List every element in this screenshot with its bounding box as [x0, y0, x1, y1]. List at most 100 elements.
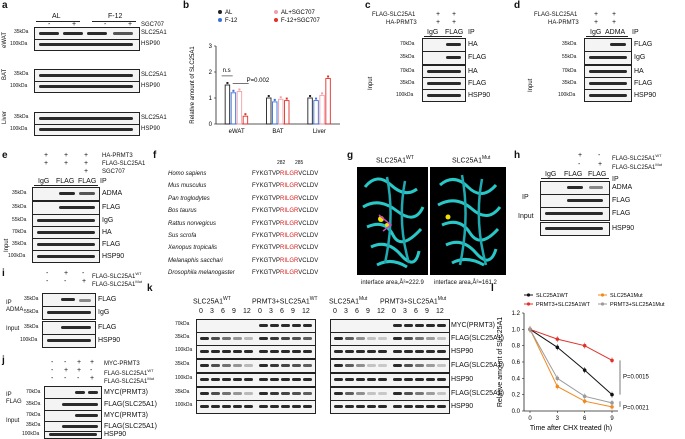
sign: +	[612, 19, 617, 26]
sequence: FYKGTVPRILGRVCLDV	[252, 183, 318, 189]
band	[292, 337, 301, 340]
time-label: 12	[377, 308, 385, 315]
sequence-pre: FYKGTVP	[252, 195, 281, 202]
sequence-post: VCLDV	[298, 257, 319, 264]
bar	[236, 91, 243, 125]
band	[404, 324, 413, 327]
band	[281, 324, 290, 327]
blot-k-row	[196, 400, 316, 414]
band	[367, 405, 376, 408]
band	[367, 364, 376, 367]
bar	[278, 98, 284, 125]
band	[378, 378, 387, 381]
row-top: FLAG-SLC25A1	[534, 12, 578, 18]
kda: 55kDa	[12, 217, 27, 223]
protein-structure-wt	[357, 167, 428, 275]
band	[211, 350, 220, 353]
blot-k-row	[196, 319, 316, 333]
species-label: Melanaphis sacchari	[168, 257, 223, 264]
position-label: 285	[295, 160, 304, 166]
sequence-motif: RILGR	[280, 171, 299, 177]
y-tick-label: 1.0	[512, 327, 521, 333]
blot-label: FLAG	[468, 54, 487, 61]
time-label: 0	[333, 308, 337, 315]
row-top: FLAG-SLC25A1Mut	[92, 279, 143, 289]
blot-label: HSP90	[98, 337, 121, 344]
band	[200, 337, 209, 340]
panel-a-label: a	[2, 0, 8, 11]
row-label: SLC25A1	[141, 72, 167, 78]
blot-label: FLAG	[98, 324, 117, 331]
band	[222, 337, 231, 340]
input-side-label: Input	[6, 418, 20, 424]
band	[426, 405, 435, 408]
data-point	[610, 401, 614, 405]
legend-label: SLC25A1WT	[536, 293, 569, 299]
sign: +	[594, 11, 599, 18]
bar	[272, 101, 278, 125]
x-axis-label: Time after CHX treated (h)	[530, 425, 612, 432]
panel-g-label: g	[347, 150, 354, 161]
sequence: FYKGTVPRILGRVCLDV	[252, 270, 318, 276]
legend-label: PRMT3+SLC25A1Mut	[610, 302, 665, 308]
sign: -	[46, 270, 49, 277]
ip-lane: IgG	[545, 171, 557, 178]
band	[367, 350, 376, 353]
time-label: 12	[302, 308, 310, 315]
kda: 35kDa	[175, 389, 190, 395]
sequence-pre: FYKGTVP	[252, 257, 281, 264]
bar-point	[226, 82, 229, 84]
blot-hsp90-liver	[34, 124, 140, 136]
blot-i-flag-input	[42, 321, 96, 335]
blot-h-adma	[540, 181, 610, 195]
band	[303, 405, 312, 408]
band	[345, 378, 354, 381]
row-label: HSP90	[451, 376, 474, 383]
band	[426, 364, 435, 367]
data-point	[610, 358, 614, 363]
band	[415, 378, 424, 381]
x-tick-label: BAT	[272, 129, 284, 135]
data-point	[555, 345, 560, 350]
panel-h-label: h	[514, 150, 521, 161]
sequence-motif: RILGR	[280, 183, 299, 190]
kda: 100kDa	[396, 92, 414, 98]
band	[426, 337, 435, 340]
band	[244, 405, 253, 408]
species-label: Mus musculus	[168, 183, 207, 190]
band	[415, 324, 424, 327]
panel-i-label: i	[2, 268, 5, 279]
blot-k-row	[330, 332, 450, 346]
row-top: HA-PRMT3	[548, 20, 579, 26]
band	[270, 324, 279, 327]
band	[393, 378, 402, 381]
time-label: 0	[392, 308, 396, 315]
sequence-post: VCLDV	[298, 270, 319, 277]
band	[437, 378, 446, 381]
blot-label: HSP90	[104, 431, 127, 438]
y-tick-label: 3	[209, 44, 213, 50]
band	[426, 350, 435, 353]
blot-h-hsp90	[540, 222, 610, 236]
band	[281, 378, 290, 381]
k-title: PRMT3+SLC25A1Mut	[380, 296, 447, 306]
sign: +	[612, 11, 617, 18]
kda: 35kDa	[12, 190, 27, 196]
band	[404, 364, 413, 367]
sequence-motif: RILGR	[280, 208, 299, 215]
panel-e-label: e	[2, 150, 8, 161]
kda: 35kDa	[26, 401, 41, 407]
band	[393, 364, 402, 367]
sequence: FYKGTVPRILGRVCLDV	[252, 196, 318, 202]
sequence-post: VCLDV	[298, 195, 319, 202]
blot-hsp90-bat	[34, 81, 140, 93]
band	[244, 337, 253, 340]
legend-marker	[218, 18, 222, 22]
panel-f-label: f	[153, 150, 157, 161]
kda: 70kDa	[400, 68, 415, 74]
time-label: 12	[436, 308, 444, 315]
x-tick-label: 9	[610, 416, 614, 422]
band	[270, 405, 279, 408]
ip-lane: FLAG	[588, 171, 607, 178]
sequence-post: VCLDV	[298, 171, 319, 177]
